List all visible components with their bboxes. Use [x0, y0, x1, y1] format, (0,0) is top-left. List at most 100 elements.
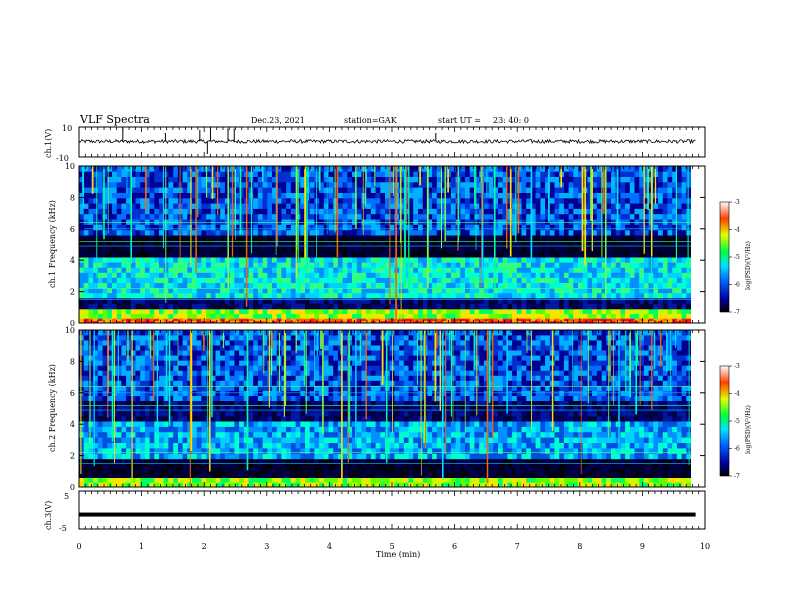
ch1-spec-cell [234, 251, 240, 258]
ch1-spec-cell [342, 287, 348, 294]
ch1-spec-cell [389, 272, 395, 278]
ch1-spec-cell [488, 176, 494, 183]
ch1-spec-cell [686, 208, 692, 215]
ch2-spec-cell [356, 458, 362, 464]
ch1-spec-cell [530, 235, 536, 241]
ch1-spec-cell [639, 192, 645, 199]
ch1-spec-cell [460, 287, 466, 294]
ch2-spec-cell [130, 477, 136, 483]
ch1-spec-cell [248, 313, 254, 319]
ch2-spec-cell [672, 463, 678, 469]
ch2-spec-cell [121, 468, 127, 474]
ch1-spec-cell [112, 203, 118, 209]
ch1-spec-cell [314, 292, 320, 299]
ch1-spec-cell [140, 303, 146, 310]
ch1-spec-cell [79, 292, 85, 299]
ch2-spec-cell [319, 463, 325, 469]
ch1-spec-cell [135, 192, 141, 199]
ch1-spec-cell [634, 320, 640, 324]
ch1-spec-cell [262, 235, 268, 241]
ch1-spec-cell [559, 192, 565, 199]
ch2-spec-cell [483, 458, 489, 464]
ch1-ytick-label: 10 [65, 162, 75, 171]
ch1-spec-cell [601, 313, 607, 319]
ch2-spec-cell [681, 468, 687, 474]
ch1-spec-cell [149, 166, 155, 172]
ch1-spec-cell [592, 229, 598, 236]
ch1-spec-cell [563, 219, 569, 225]
ch1-spec-cell [380, 181, 386, 188]
ch2-spec-cell [418, 468, 424, 474]
ch1-spec-cell [201, 219, 207, 225]
ch1-spec-cell [568, 251, 574, 258]
ch2-spec-cell [639, 458, 645, 464]
ch1-spec-cell [672, 176, 678, 183]
ch1-spec-cell [643, 192, 649, 199]
ch1-spec-cell [653, 308, 659, 314]
ch2-spec-cell [563, 477, 569, 483]
ch1-spec-cell [370, 192, 376, 199]
ch1-spec-cell [389, 277, 395, 283]
ch1-spec-cell [535, 240, 541, 247]
ch1-spec-cell [403, 267, 409, 273]
ch1-spec-cell [526, 187, 532, 193]
ch1-spec-cell [206, 292, 212, 299]
ch1-spec-cell [606, 181, 612, 188]
ch2-spec-cell [215, 482, 221, 488]
ch1-spec-cell [262, 308, 268, 314]
ch1-spec-cell [173, 219, 179, 225]
ch1-spec-cell [300, 203, 306, 209]
ch1-spec-cell [521, 181, 527, 188]
ch2-spec-cell [432, 463, 438, 469]
ch1-spec-cell [102, 287, 108, 294]
ch1-spec-cell [267, 287, 273, 294]
ch1-spec-cell [300, 251, 306, 258]
ch1-spec-cell [342, 187, 348, 193]
ch1-spec-cell [606, 313, 612, 319]
ch1-spec-cell [380, 320, 386, 324]
ch2-spec-cell [432, 482, 438, 488]
ch1-spec-cell [686, 287, 692, 294]
ch1-spec-cell [611, 235, 617, 241]
ch1-spec-cell [488, 203, 494, 209]
ch1-spec-cell [639, 313, 645, 319]
ch1-spec-cell [144, 287, 150, 294]
ch2-spec-cell [507, 463, 513, 469]
ch1-spec-cell [625, 229, 631, 236]
ch2-spec-cell [427, 472, 433, 478]
ch1-spec-cell [413, 272, 419, 278]
ch2-spec-cell [168, 453, 174, 460]
ch2-spec-cell [408, 477, 414, 483]
ch1-spec-cell [681, 166, 687, 172]
ch1-spec-cell [676, 282, 682, 289]
ch2-spec-cell [436, 458, 442, 464]
ch1-spec-cell [563, 318, 569, 322]
ch1-spec-cell [286, 297, 292, 304]
ch1-spec-cell [521, 251, 527, 258]
ch1-spec-cell [578, 320, 584, 324]
ch1-spec-cell [493, 308, 499, 314]
ch1-spec-cell [667, 303, 673, 310]
ch1-spec-cell [83, 313, 89, 319]
ch2-spec-cell [154, 482, 160, 488]
ch1-spec-cell [182, 171, 188, 177]
ch1-spec-cell [144, 171, 150, 177]
ch1-spec-cell [83, 219, 89, 225]
ch1-spec-cell [643, 181, 649, 188]
ch2-spec-cell [281, 463, 287, 469]
ch1-spec-cell [234, 176, 240, 183]
ch1-spec-cell [88, 262, 94, 268]
ch1-spec-cell [79, 213, 85, 220]
ch1-spec-cell [549, 219, 555, 225]
ch1-spec-cell [314, 213, 320, 220]
ch1-spec-cell [187, 229, 193, 236]
ch2-spec-cell [163, 463, 169, 469]
ch1-spec-cell [521, 297, 527, 304]
ch1-spec-cell [135, 246, 141, 252]
ch2-spec-cell [121, 458, 127, 464]
ch1-spec-cell [441, 251, 447, 258]
ch2-spec-cell [658, 463, 664, 469]
ch1-spec-cell [93, 257, 99, 263]
ch1-spec-cell [149, 219, 155, 225]
ch1-spec-cell [97, 318, 103, 322]
